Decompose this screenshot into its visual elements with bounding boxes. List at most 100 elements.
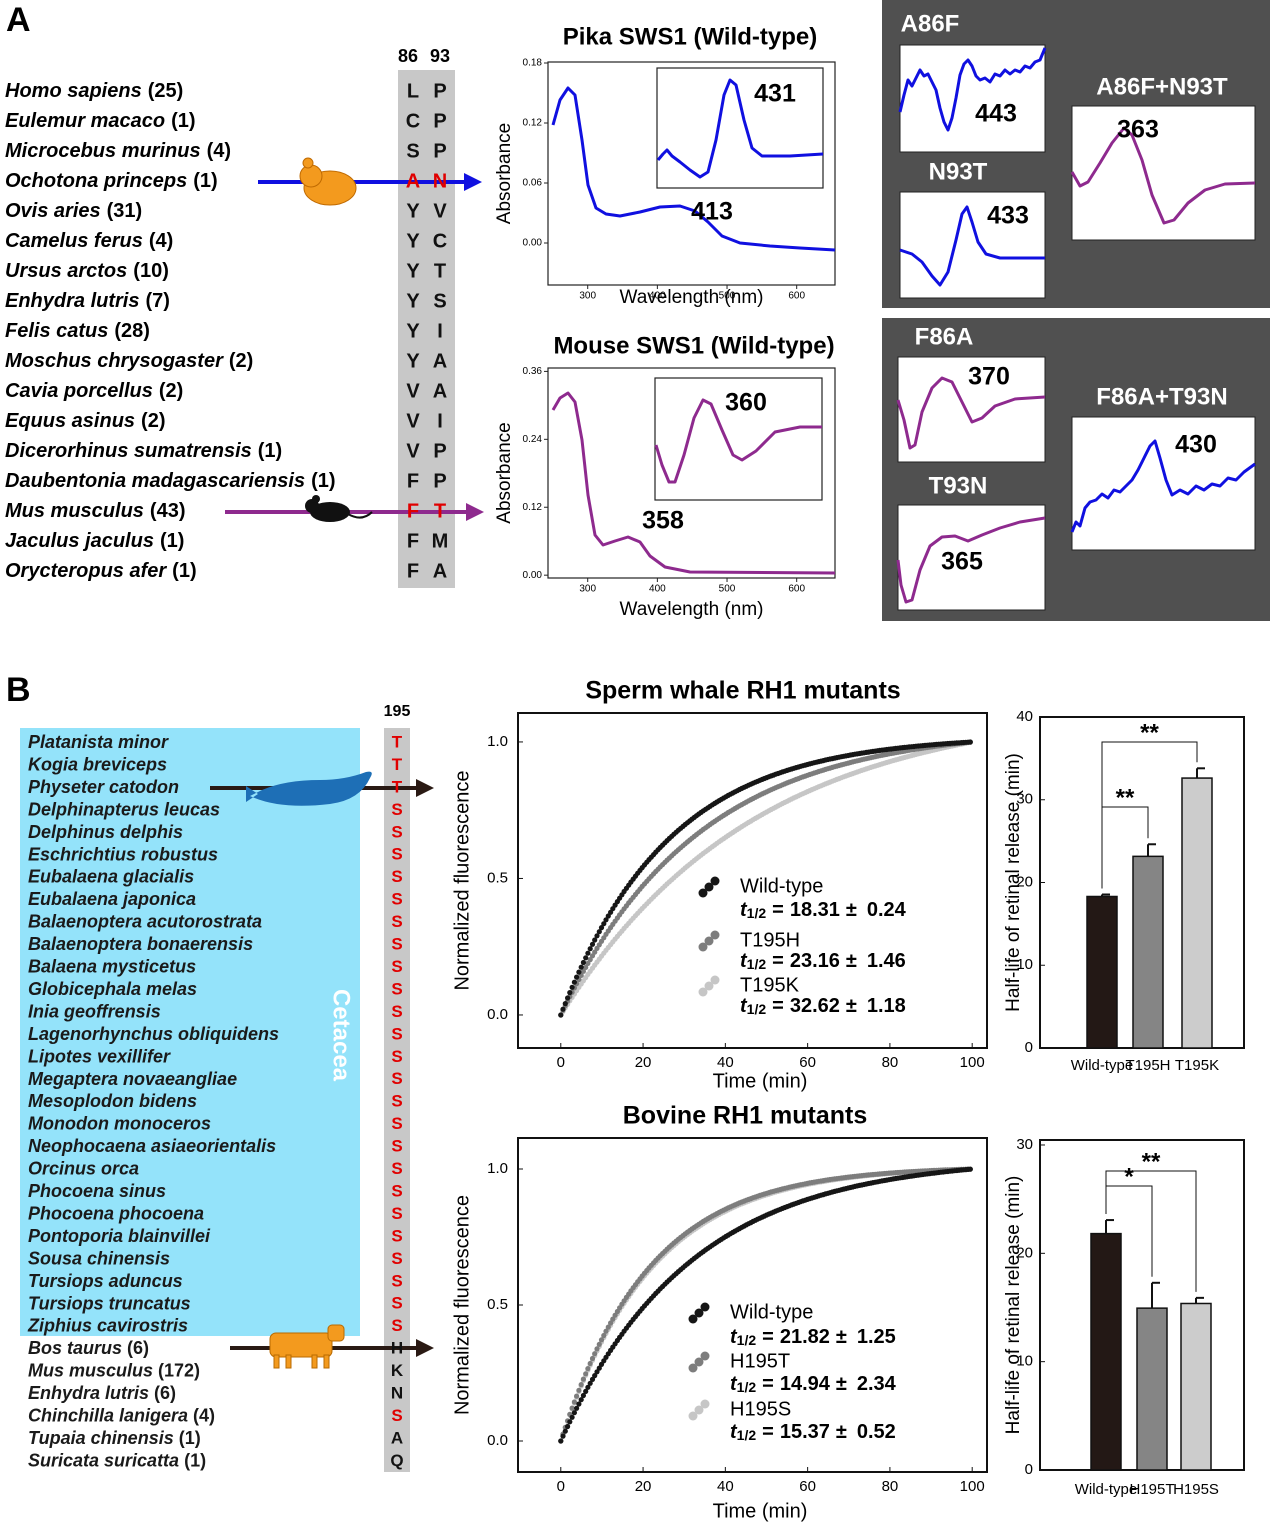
x-axis-label: Time (min) <box>713 1500 808 1522</box>
species-label: Tursiops aduncus <box>28 1271 183 1291</box>
bar <box>1136 1307 1168 1471</box>
species-name: Ziphius cavirostris <box>27 1315 188 1335</box>
species-count: (1) <box>184 1450 206 1470</box>
stat-eq: = <box>762 1373 774 1395</box>
residue: I <box>437 320 443 342</box>
data-point <box>596 1341 602 1347</box>
species-label: Phocoena sinus <box>28 1181 166 1201</box>
y-tick-label: 10 <box>1016 956 1033 973</box>
data-point <box>576 1401 582 1407</box>
x-tick-label: Wild-type <box>1075 1481 1138 1498</box>
species-name: Inia geoffrensis <box>28 1001 161 1021</box>
residue: S <box>391 890 402 909</box>
data-point <box>583 964 589 971</box>
residue: V <box>433 200 447 222</box>
stat-value: 18.31 <box>790 899 840 921</box>
residue: Q <box>390 1451 403 1470</box>
species-label: Camelus ferus (4) <box>5 230 173 252</box>
legend-marker <box>698 987 708 997</box>
stat-value: 14.94 <box>780 1373 831 1395</box>
residue: A <box>433 560 447 582</box>
residue: V <box>406 380 420 402</box>
residue: P <box>433 440 446 462</box>
mutant-curve <box>898 47 1047 132</box>
legend-marker <box>704 981 714 991</box>
significance-bracket <box>1105 1170 1197 1292</box>
legend-marker <box>700 1302 710 1312</box>
species-label: Delphinapterus leucas <box>28 799 220 819</box>
species-name: Cavia porcellus <box>5 380 153 402</box>
species-name: Orycteropus afer <box>5 560 167 582</box>
x-tick-label: 600 <box>788 584 805 595</box>
species-name: Mus musculus <box>5 500 144 522</box>
peak-label: 365 <box>941 548 983 576</box>
bar <box>1181 777 1213 1049</box>
inset-frame <box>656 67 824 189</box>
residue: A <box>433 380 447 402</box>
x-tick-label: H195S <box>1173 1481 1219 1498</box>
residue: V <box>406 440 420 462</box>
residue: S <box>391 1137 402 1156</box>
species-label: Balaenoptera bonaerensis <box>28 934 253 954</box>
species-count: (6) <box>127 1338 149 1358</box>
data-point <box>569 1405 575 1411</box>
species-count: (25) <box>148 80 184 102</box>
data-point <box>569 1414 575 1420</box>
y-tick-label: 0.36 <box>523 366 543 377</box>
species-label: Tursiops truncatus <box>28 1293 191 1313</box>
species-count: (7) <box>145 290 169 312</box>
species-name: Ovis aries <box>5 200 101 222</box>
species-count: (1) <box>179 1428 201 1448</box>
peak-label: 370 <box>968 363 1010 391</box>
data-point <box>589 1355 596 1362</box>
species-name: Mus musculus <box>28 1360 153 1380</box>
species-name: Eulemur macaco <box>5 110 165 132</box>
position-label: 93 <box>430 46 450 66</box>
data-point <box>567 1419 573 1425</box>
species-label: Dicerorhinus sumatrensis (1) <box>5 440 282 462</box>
legend-marker <box>704 936 714 946</box>
species-label: Homo sapiens (25) <box>5 80 183 102</box>
x-tick-label: 100 <box>960 1478 985 1495</box>
legend-marker <box>700 1399 710 1409</box>
residue: P <box>433 140 446 162</box>
stat-pm: ± <box>836 1421 847 1443</box>
mutant-label: F86A+T93N <box>1096 383 1227 410</box>
legend-stat: t1/2 = 21.82 ±1.25 <box>730 1326 896 1348</box>
species-count: (1) <box>171 110 195 132</box>
species-count: (2) <box>159 380 183 402</box>
species-label: Ovis aries (31) <box>5 200 142 222</box>
species-name: Monodon monoceros <box>28 1113 211 1133</box>
data-point <box>587 1380 593 1386</box>
x-axis-label: Wavelength (nm) <box>620 599 764 620</box>
axes-frame <box>547 367 836 579</box>
legend-marker <box>694 1308 704 1318</box>
species-name: Jaculus jaculus <box>5 530 154 552</box>
species-label: Eulemur macaco (1) <box>5 110 196 132</box>
mutant-curve <box>1070 439 1256 533</box>
species-name: Kogia breviceps <box>28 754 167 774</box>
y-tick-label: 0.12 <box>523 118 543 129</box>
legend-marker <box>698 942 708 952</box>
mutant-curve <box>896 516 1046 604</box>
data-point <box>567 990 573 996</box>
residue: S <box>391 1406 402 1425</box>
residue: S <box>391 957 402 976</box>
species-name: Ursus arctos <box>5 260 127 282</box>
residue: P <box>433 470 446 492</box>
bar <box>1132 855 1164 1049</box>
legend-marker <box>688 1363 698 1373</box>
residue: T <box>392 777 403 796</box>
x-tick-label: 300 <box>579 291 596 302</box>
y-tick-label: 0.0 <box>487 1006 508 1023</box>
species-name: Delphinapterus leucas <box>28 799 220 819</box>
x-tick-label: Wild-type <box>1071 1057 1134 1074</box>
x-tick-label: H195T <box>1129 1481 1174 1498</box>
data-point <box>560 1006 566 1012</box>
species-count: (4) <box>193 1405 215 1425</box>
significance-label: ** <box>1140 719 1159 746</box>
residue: S <box>391 1249 402 1268</box>
stat-eq: = <box>772 950 784 972</box>
species-label: Bos taurus (6) <box>28 1338 149 1358</box>
stat-value: 21.82 <box>780 1326 830 1348</box>
